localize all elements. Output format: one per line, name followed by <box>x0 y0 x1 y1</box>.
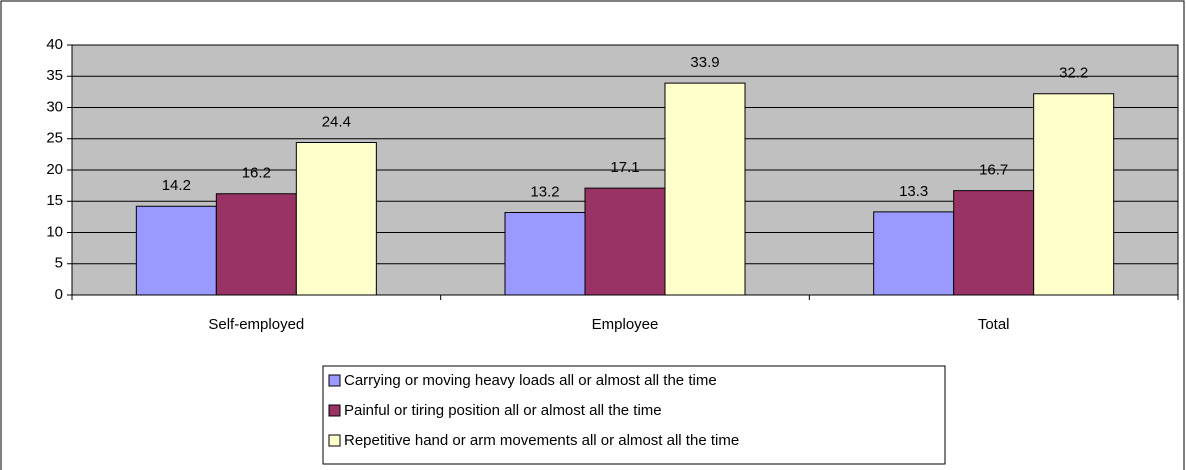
data-label: 33.9 <box>690 54 719 71</box>
bar <box>215 193 297 296</box>
data-label: 32.2 <box>1059 65 1088 82</box>
legend-swatch <box>328 434 341 447</box>
data-label: 16.2 <box>242 165 271 182</box>
y-tick-label: 0 <box>55 286 63 303</box>
data-label: 14.2 <box>162 177 191 194</box>
legend-label: Repetitive hand or arm movements all or … <box>344 432 739 449</box>
data-label: 13.2 <box>530 183 559 200</box>
y-tick-label: 5 <box>55 255 63 272</box>
bar <box>953 190 1035 296</box>
x-tick-label: Total <box>978 316 1010 333</box>
legend-label: Carrying or moving heavy loads all or al… <box>344 372 717 389</box>
bar <box>504 212 586 296</box>
y-tick-label: 20 <box>46 161 63 178</box>
bar <box>1033 93 1115 296</box>
data-label: 13.3 <box>899 183 928 200</box>
x-tick-label: Self-employed <box>208 316 304 333</box>
y-tick-label: 35 <box>46 67 63 84</box>
data-label: 17.1 <box>610 159 639 176</box>
x-tick-label: Employee <box>592 316 659 333</box>
y-tick-label: 30 <box>46 98 63 115</box>
y-tick-label: 40 <box>46 36 63 53</box>
bar <box>584 187 666 296</box>
legend-box <box>322 365 946 465</box>
data-label: 16.7 <box>979 162 1008 179</box>
bar <box>135 205 217 296</box>
legend-swatch <box>328 374 341 387</box>
y-tick-label: 10 <box>46 223 63 240</box>
legend-swatch <box>328 404 341 417</box>
y-tick-label: 25 <box>46 130 63 147</box>
bar <box>295 142 377 296</box>
data-label: 24.4 <box>322 113 351 130</box>
y-tick-label: 15 <box>46 192 63 209</box>
bar <box>873 211 955 296</box>
bar <box>664 82 746 296</box>
legend-label: Painful or tiring position all or almost… <box>344 402 662 419</box>
